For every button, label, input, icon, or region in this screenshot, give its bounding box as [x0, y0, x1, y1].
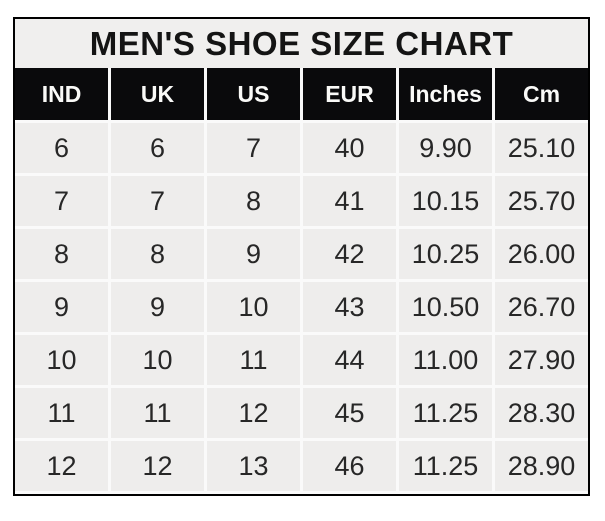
table-cell: 10	[207, 282, 300, 332]
table-cell: 10.15	[399, 176, 492, 226]
table-cell: 43	[303, 282, 396, 332]
table-cell: 40	[303, 123, 396, 173]
table-cell: 11.25	[399, 388, 492, 438]
table-cell: 9	[207, 229, 300, 279]
table-cell: 25.10	[495, 123, 588, 173]
table-cell: 44	[303, 335, 396, 385]
table-cell: 26.70	[495, 282, 588, 332]
table-cell: 6	[15, 123, 108, 173]
table-cell: 27.90	[495, 335, 588, 385]
table-cell: 42	[303, 229, 396, 279]
table-cell: 7	[111, 176, 204, 226]
table-cell: 10.50	[399, 282, 492, 332]
table-cell: 12	[207, 388, 300, 438]
table-cell: 8	[207, 176, 300, 226]
table-cell: 9	[111, 282, 204, 332]
table-cell: 28.90	[495, 441, 588, 491]
table-cell: 12	[15, 441, 108, 491]
col-header-ind: IND	[15, 68, 108, 120]
table-cell: 12	[111, 441, 204, 491]
table-cell: 7	[207, 123, 300, 173]
table-cell: 11	[15, 388, 108, 438]
table-cell: 11	[111, 388, 204, 438]
chart-title: MEN'S SHOE SIZE CHART	[15, 19, 588, 68]
table-cell: 11.25	[399, 441, 492, 491]
table-cell: 10	[15, 335, 108, 385]
col-header-eur: EUR	[303, 68, 396, 120]
table-cell: 8	[111, 229, 204, 279]
table-cell: 41	[303, 176, 396, 226]
table-cell: 9	[15, 282, 108, 332]
col-header-cm: Cm	[495, 68, 588, 120]
table-cell: 28.30	[495, 388, 588, 438]
table-cell: 9.90	[399, 123, 492, 173]
table-cell: 11	[207, 335, 300, 385]
table-cell: 10.25	[399, 229, 492, 279]
col-header-inches: Inches	[399, 68, 492, 120]
table-cell: 25.70	[495, 176, 588, 226]
size-table-grid: IND UK US EUR Inches Cm 6 6 7 40 9.90 25.10 7 7…	[15, 68, 588, 494]
table-cell: 10	[111, 335, 204, 385]
table-cell: 46	[303, 441, 396, 491]
table-cell: 11.00	[399, 335, 492, 385]
table-cell: 8	[15, 229, 108, 279]
table-cell: 45	[303, 388, 396, 438]
shoe-size-chart-table: MEN'S SHOE SIZE CHART IND UK US EUR Inch…	[13, 17, 590, 496]
col-header-uk: UK	[111, 68, 204, 120]
table-cell: 26.00	[495, 229, 588, 279]
col-header-us: US	[207, 68, 300, 120]
table-cell: 7	[15, 176, 108, 226]
table-cell: 13	[207, 441, 300, 491]
table-cell: 6	[111, 123, 204, 173]
